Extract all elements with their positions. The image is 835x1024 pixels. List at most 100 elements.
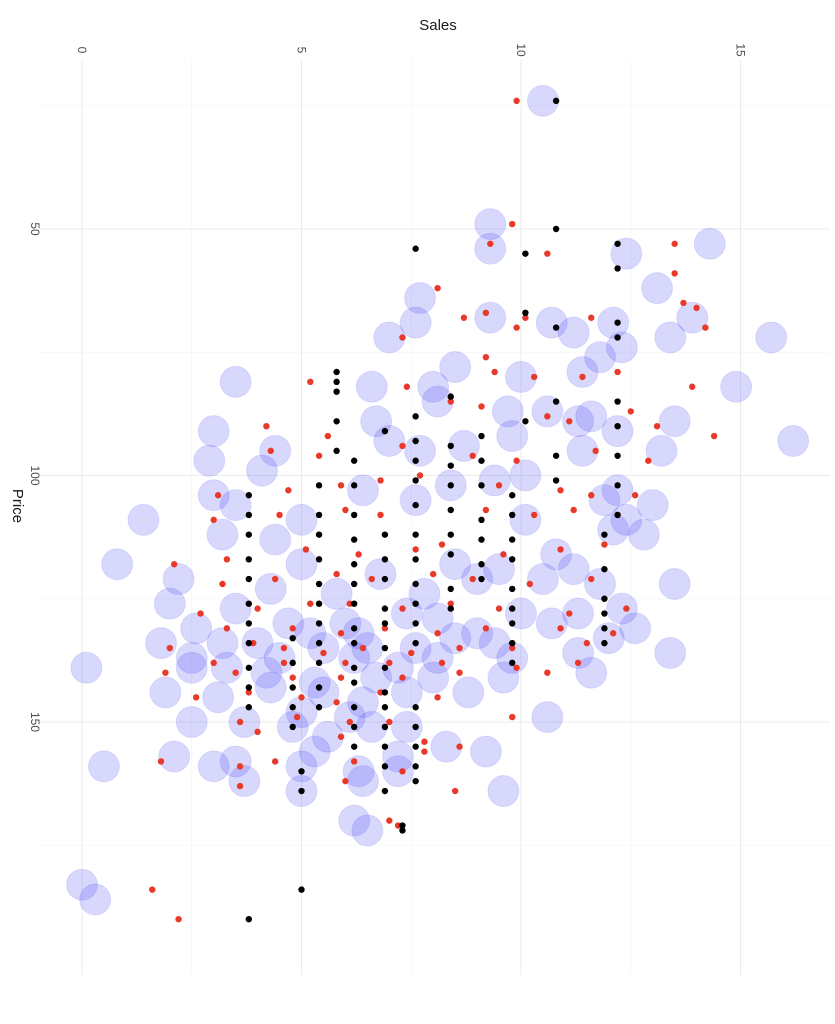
bubble-point xyxy=(254,572,287,605)
y-tick-label: 150 xyxy=(28,712,42,732)
red-point xyxy=(337,482,345,489)
black-point xyxy=(552,324,560,331)
bubble-point xyxy=(219,592,252,625)
bubble-point xyxy=(307,676,340,709)
red-point xyxy=(342,777,349,785)
bubble-point xyxy=(259,434,292,467)
bubble-point xyxy=(210,651,243,684)
red-point xyxy=(601,541,608,548)
red-point xyxy=(408,649,415,657)
black-point xyxy=(614,265,621,272)
bubble-point xyxy=(66,868,98,901)
red-point xyxy=(236,718,244,726)
black-point xyxy=(412,413,419,420)
black-point xyxy=(412,704,419,711)
black-point xyxy=(245,531,253,538)
black-point xyxy=(601,625,608,632)
black-point xyxy=(350,580,358,588)
black-point xyxy=(614,452,621,459)
black-point xyxy=(381,427,389,435)
bubble-point xyxy=(228,706,261,738)
bubble-point xyxy=(417,661,450,694)
black-point xyxy=(350,511,358,519)
x-axis-title: Sales xyxy=(419,17,457,34)
black-point xyxy=(447,531,454,538)
black-point xyxy=(298,886,305,893)
red-point xyxy=(280,659,288,667)
red-point xyxy=(491,368,498,376)
bubble-point xyxy=(399,484,432,517)
y-axis-title: Price xyxy=(9,489,26,523)
bubble-point xyxy=(285,750,318,783)
red-point xyxy=(149,886,156,893)
black-point xyxy=(245,639,253,647)
bubble-point xyxy=(452,676,485,709)
black-point xyxy=(245,575,253,583)
bubble-point xyxy=(658,567,691,600)
black-point xyxy=(289,704,296,711)
bubble-point xyxy=(478,464,511,497)
red-point xyxy=(509,644,516,652)
black-point xyxy=(509,659,516,667)
bubble-point xyxy=(263,641,296,674)
bubble-point xyxy=(654,636,687,669)
black-point xyxy=(614,482,621,489)
black-point xyxy=(289,634,296,642)
bubble-point xyxy=(298,666,331,699)
black-point-series xyxy=(245,97,621,923)
red-point xyxy=(245,689,253,696)
black-point xyxy=(412,245,419,252)
red-point xyxy=(574,659,582,667)
black-point xyxy=(478,516,485,524)
black-point xyxy=(350,457,358,464)
black-point xyxy=(381,689,389,696)
black-point xyxy=(509,585,516,593)
black-point xyxy=(350,625,358,632)
bubble-point xyxy=(320,577,353,610)
black-point xyxy=(381,605,389,612)
bubble-point xyxy=(79,883,112,916)
red-point xyxy=(416,472,424,479)
bubble-point xyxy=(355,370,388,403)
black-point xyxy=(552,225,560,233)
red-point xyxy=(469,452,476,459)
red-point xyxy=(456,644,463,652)
red-point xyxy=(421,738,428,745)
red-point xyxy=(377,689,384,696)
grid xyxy=(40,60,830,975)
bubble-point xyxy=(693,227,726,260)
red-point xyxy=(583,639,591,647)
bubble-point xyxy=(562,597,595,630)
bubble-point xyxy=(645,434,678,467)
red-point xyxy=(170,561,178,568)
red-point xyxy=(368,575,375,583)
red-point xyxy=(579,373,586,381)
bubble-point xyxy=(153,587,186,620)
red-point xyxy=(592,447,599,455)
black-point xyxy=(245,492,253,499)
black-point xyxy=(478,536,485,543)
bubble-point xyxy=(592,622,625,655)
bubble-point xyxy=(254,671,287,704)
bubble-point xyxy=(777,424,810,457)
bubble-point xyxy=(197,750,230,783)
red-point xyxy=(285,487,292,494)
bubble-point xyxy=(439,351,472,384)
black-point xyxy=(315,531,323,538)
black-point xyxy=(478,432,485,440)
red-point xyxy=(399,605,406,612)
bubble-point xyxy=(417,370,450,403)
red-point xyxy=(166,644,173,652)
red-point xyxy=(451,787,459,795)
black-point xyxy=(315,704,323,711)
red-point xyxy=(276,511,283,519)
bubble-point xyxy=(390,676,423,709)
red-point xyxy=(645,457,652,464)
red-point xyxy=(482,625,490,632)
black-point xyxy=(350,679,358,686)
red-point xyxy=(214,492,222,499)
red-point xyxy=(447,600,454,607)
red-point xyxy=(210,659,217,667)
red-point xyxy=(689,383,696,390)
bubble-point xyxy=(562,405,595,438)
